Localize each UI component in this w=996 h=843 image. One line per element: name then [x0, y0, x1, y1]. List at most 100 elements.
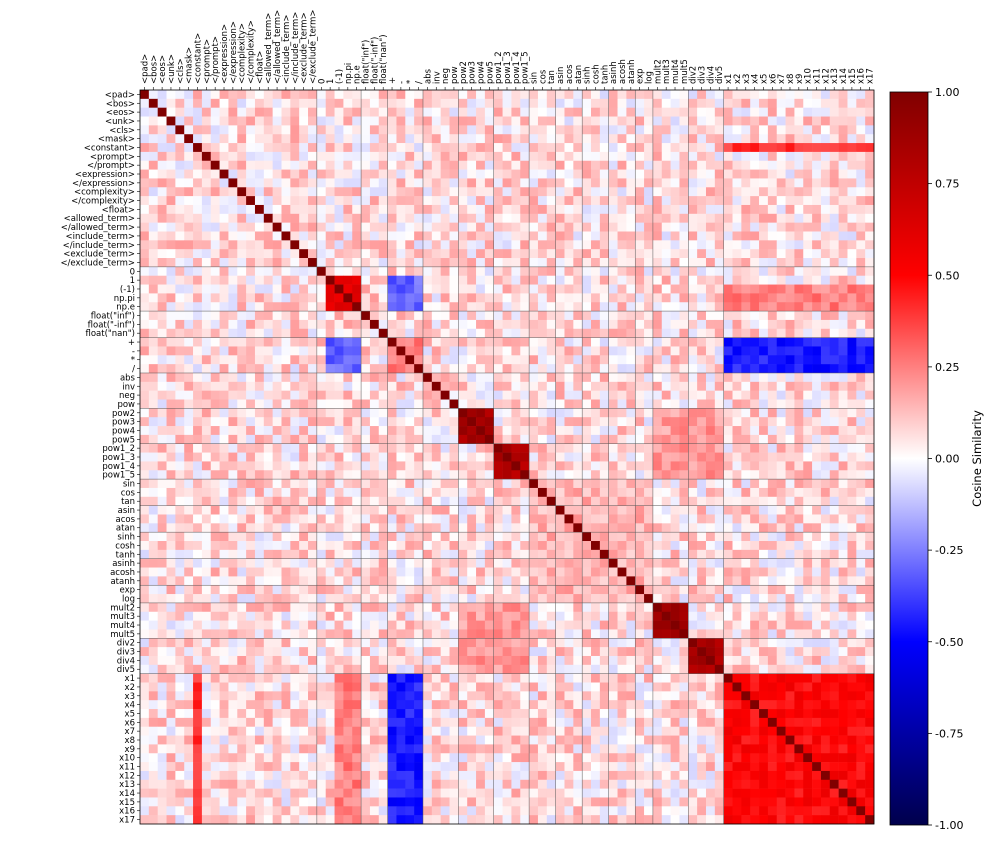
- heatmap-cell: [759, 576, 769, 586]
- heatmap-cell: [316, 169, 327, 179]
- heatmap-cell: [237, 470, 247, 480]
- heatmap-cell: [201, 558, 212, 568]
- heatmap-cell: [343, 187, 353, 197]
- heatmap-cell: [184, 417, 194, 427]
- heatmap-cell: [325, 231, 335, 241]
- heatmap-cell: [537, 443, 548, 453]
- heatmap-cell: [219, 196, 229, 206]
- heatmap-cell: [396, 178, 406, 188]
- heatmap-cell: [714, 240, 724, 250]
- heatmap-cell: [820, 231, 831, 241]
- heatmap-cell: [705, 107, 716, 117]
- heatmap-cell: [661, 90, 671, 100]
- heatmap-cell: [661, 558, 671, 568]
- heatmap-cell: [166, 364, 176, 374]
- heatmap-cell: [263, 284, 273, 294]
- heatmap-cell: [201, 602, 212, 613]
- heatmap-cell: [316, 231, 327, 241]
- heatmap-cell: [201, 125, 212, 135]
- heatmap-cell: [573, 143, 583, 153]
- heatmap-cell: [741, 585, 751, 595]
- heatmap-cell: [635, 461, 645, 471]
- heatmap-cell: [750, 169, 760, 179]
- heatmap-cell: [343, 452, 353, 462]
- heatmap-cell: [644, 364, 654, 374]
- heatmap-cell: [369, 151, 380, 162]
- heatmap-cell: [582, 408, 592, 418]
- heatmap-cell: [829, 576, 839, 586]
- heatmap-cell: [263, 399, 273, 409]
- heatmap-cell: [688, 514, 698, 524]
- heatmap-cell: [626, 541, 636, 551]
- heatmap-cell: [617, 364, 627, 374]
- heatmap-cell: [210, 187, 220, 197]
- heatmap-cell: [608, 143, 618, 153]
- heatmap-cell: [599, 275, 609, 285]
- heatmap-cell: [299, 187, 309, 197]
- heatmap-cell: [511, 364, 521, 374]
- heatmap-cell: [599, 213, 609, 223]
- heatmap-cell: [679, 266, 689, 277]
- heatmap-cell: [193, 90, 203, 100]
- heatmap-cell: [184, 311, 194, 321]
- heatmap-cell: [546, 541, 556, 551]
- heatmap-cell: [644, 187, 654, 197]
- heatmap-cell: [591, 143, 601, 153]
- heatmap-cell: [776, 514, 786, 524]
- heatmap-cell: [308, 231, 318, 241]
- heatmap-cell: [705, 169, 716, 179]
- heatmap-cell: [219, 602, 229, 613]
- heatmap-cell: [237, 258, 247, 268]
- heatmap-cell: [308, 134, 318, 144]
- heatmap-cell: [670, 346, 680, 356]
- heatmap-cell: [847, 231, 857, 241]
- heatmap-cell: [237, 196, 247, 206]
- heatmap-cell: [812, 302, 822, 312]
- heatmap-cell: [679, 364, 689, 374]
- heatmap-cell: [396, 505, 406, 515]
- heatmap-cell: [148, 620, 158, 630]
- heatmap-cell: [511, 169, 521, 179]
- heatmap-cell: [228, 479, 238, 489]
- heatmap-cell: [449, 293, 459, 303]
- heatmap-cell: [476, 151, 486, 162]
- heatmap-cell: [705, 266, 716, 277]
- heatmap-cell: [794, 328, 804, 338]
- heatmap-cell: [679, 470, 689, 480]
- heatmap-cell: [219, 328, 229, 338]
- heatmap-cell: [369, 134, 380, 144]
- heatmap-cell: [803, 532, 813, 542]
- heatmap-cell: [237, 532, 247, 542]
- heatmap-cell: [546, 328, 556, 338]
- heatmap-cell: [767, 558, 778, 568]
- heatmap-cell: [688, 231, 698, 241]
- heatmap-cell: [219, 231, 229, 241]
- heatmap-cell: [405, 390, 415, 400]
- heatmap-cell: [803, 107, 813, 117]
- heatmap-cell: [661, 594, 671, 604]
- heatmap-cell: [529, 355, 539, 365]
- heatmap-cell: [865, 178, 875, 188]
- heatmap-cell: [555, 372, 565, 383]
- heatmap-cell: [467, 258, 477, 268]
- heatmap-cell: [626, 302, 636, 312]
- heatmap-cell: [529, 381, 539, 391]
- heatmap-cell: [608, 549, 618, 559]
- heatmap-cell: [387, 496, 397, 506]
- heatmap-cell: [361, 169, 371, 179]
- heatmap-cell: [599, 514, 609, 524]
- heatmap-cell: [865, 585, 875, 595]
- heatmap-cell: [679, 134, 689, 144]
- heatmap-cell: [582, 169, 592, 179]
- heatmap-cell: [644, 151, 654, 162]
- heatmap-cell: [334, 328, 344, 338]
- heatmap-cell: [688, 549, 698, 559]
- heatmap-cell: [688, 125, 698, 135]
- heatmap-cell: [378, 567, 388, 577]
- heatmap-cell: [555, 178, 565, 188]
- heatmap-cell: [599, 594, 609, 604]
- heatmap-cell: [458, 160, 468, 170]
- heatmap-cell: [573, 258, 583, 268]
- heatmap-cell: [679, 594, 689, 604]
- heatmap-cell: [334, 541, 344, 551]
